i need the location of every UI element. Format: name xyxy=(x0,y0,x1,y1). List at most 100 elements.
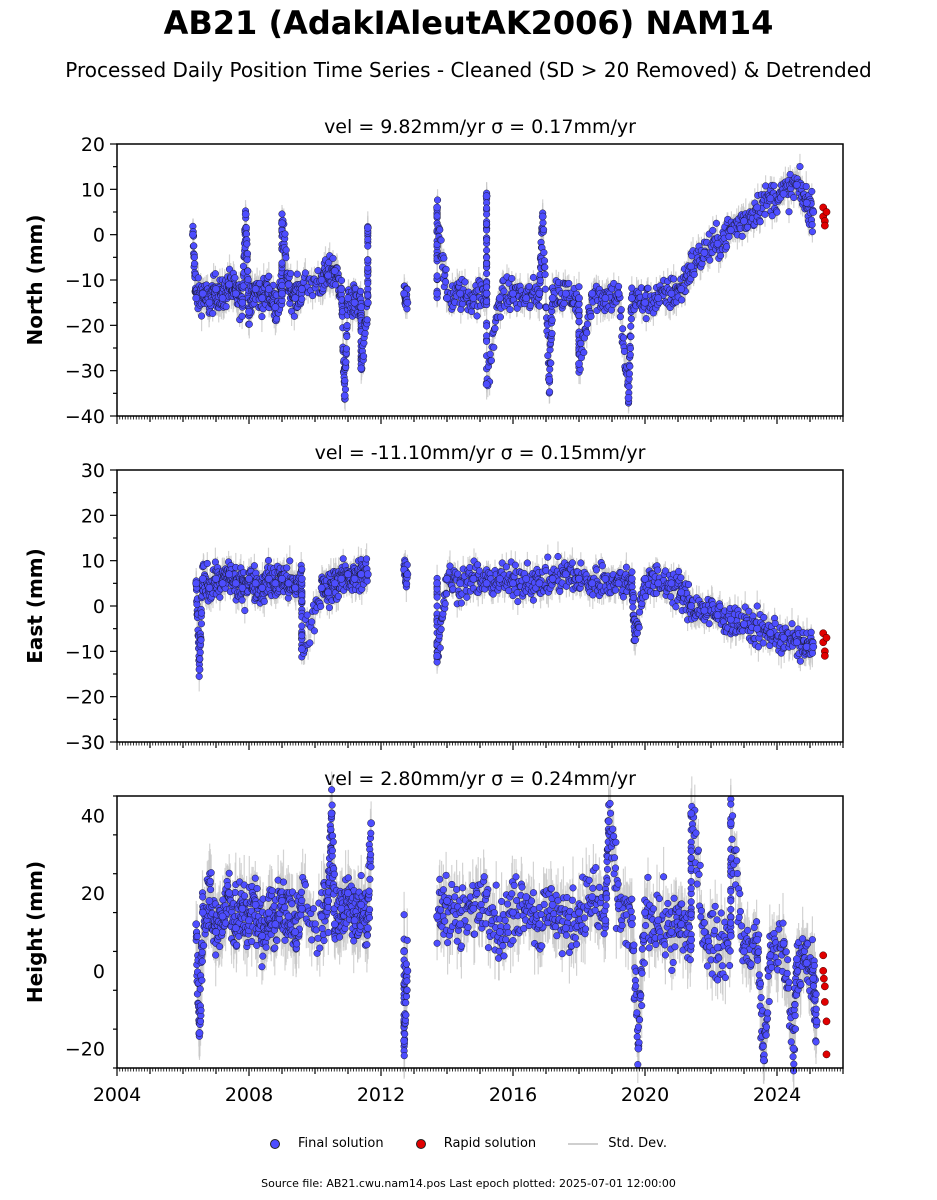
final-solution-point xyxy=(620,334,628,342)
final-solution-point xyxy=(625,370,633,378)
final-solution-point xyxy=(273,315,281,323)
final-solution-point xyxy=(506,305,514,314)
final-solution-point xyxy=(483,298,491,306)
final-solution-point xyxy=(433,212,441,220)
final-solution-point xyxy=(641,298,649,307)
final-solution-point xyxy=(547,359,555,367)
final-solution-point xyxy=(364,279,372,287)
final-solution-point xyxy=(400,289,408,298)
final-solution-point xyxy=(461,278,469,286)
final-solution-point xyxy=(442,278,450,286)
final-solution-point xyxy=(264,285,273,293)
final-solution-point xyxy=(363,298,372,307)
final-solution-point xyxy=(190,253,198,261)
final-solution-point xyxy=(575,360,583,368)
final-solution-point xyxy=(619,325,627,333)
final-solution-point xyxy=(483,254,491,262)
final-solution-point xyxy=(541,263,549,271)
final-solution-point xyxy=(526,301,534,310)
final-solution-point xyxy=(483,337,491,345)
final-solution-point xyxy=(588,289,597,298)
final-solution-point xyxy=(809,208,818,216)
final-solution-point xyxy=(218,294,227,302)
final-solution-point xyxy=(341,385,350,393)
final-solution-point xyxy=(338,276,346,285)
final-solution-point xyxy=(620,347,629,356)
final-solution-point xyxy=(363,224,372,232)
final-solution-point xyxy=(340,391,349,400)
final-solution-point xyxy=(343,321,351,329)
final-solution-point xyxy=(583,320,591,328)
final-solution-point xyxy=(482,289,491,298)
final-solution-point xyxy=(278,259,286,267)
final-solution-point xyxy=(284,280,293,289)
rapid-solution-point xyxy=(821,221,829,230)
final-solution-point xyxy=(500,287,508,295)
final-solution-point xyxy=(436,226,444,234)
final-solution-point xyxy=(189,230,197,239)
final-solution-point xyxy=(779,190,788,198)
final-solution-point xyxy=(309,292,317,300)
final-solution-point xyxy=(627,315,635,323)
final-solution-point xyxy=(626,344,635,352)
final-solution-point xyxy=(198,312,206,320)
final-solution-point xyxy=(241,606,249,615)
final-solution-point xyxy=(360,352,368,360)
final-solution-point xyxy=(278,289,286,298)
final-solution-point xyxy=(244,275,252,284)
final-solution-point xyxy=(434,196,442,204)
final-solution-point xyxy=(565,279,573,288)
final-solution-point xyxy=(364,235,372,243)
final-solution-point xyxy=(195,672,203,680)
final-solution-point xyxy=(290,312,298,320)
final-solution-point xyxy=(198,289,207,298)
final-solution-point xyxy=(642,315,650,323)
final-solution-point xyxy=(231,289,240,298)
final-solution-point xyxy=(627,322,635,330)
final-solution-point xyxy=(540,257,549,265)
final-solution-point xyxy=(291,294,300,302)
final-solution-point xyxy=(443,294,451,302)
final-solution-point xyxy=(330,267,339,275)
final-solution-point xyxy=(644,284,652,292)
y-tick-label: −20 xyxy=(65,315,105,337)
final-solution-point xyxy=(258,313,266,321)
final-solution-point xyxy=(197,620,205,628)
final-solution-point xyxy=(738,232,746,240)
final-solution-point xyxy=(614,289,623,298)
final-solution-point xyxy=(690,270,698,279)
final-solution-point xyxy=(473,312,481,320)
final-solution-point xyxy=(341,377,349,385)
final-solution-point xyxy=(627,333,635,341)
final-solution-point xyxy=(535,289,544,298)
final-solution-point xyxy=(700,248,709,257)
final-solution-point xyxy=(575,318,583,326)
final-solution-point xyxy=(486,350,494,358)
final-solution-point xyxy=(403,298,412,307)
final-solution-point xyxy=(212,285,220,293)
final-solution-point xyxy=(211,270,219,278)
final-solution-point xyxy=(231,274,239,282)
final-solution-point xyxy=(251,285,260,293)
final-solution-point xyxy=(203,559,211,568)
final-solution-point xyxy=(495,294,504,302)
final-solution-point xyxy=(325,258,333,267)
final-solution-point xyxy=(713,239,722,248)
final-solution-point xyxy=(225,280,234,289)
final-solution-point xyxy=(616,313,624,321)
rapid-solution-point xyxy=(822,208,831,216)
final-solution-point xyxy=(575,283,583,291)
final-solution-point xyxy=(482,192,491,200)
final-solution-point xyxy=(561,289,570,298)
final-solution-point xyxy=(538,212,547,221)
final-solution-point xyxy=(677,285,686,293)
final-solution-point xyxy=(546,365,554,373)
final-solution-point xyxy=(442,265,450,273)
final-solution-point xyxy=(329,254,337,262)
final-solution-point xyxy=(357,303,366,312)
final-solution-point xyxy=(342,358,350,366)
final-solution-point xyxy=(624,394,633,402)
final-solution-point xyxy=(324,271,333,280)
y-axis-label: North (mm) xyxy=(23,214,47,345)
